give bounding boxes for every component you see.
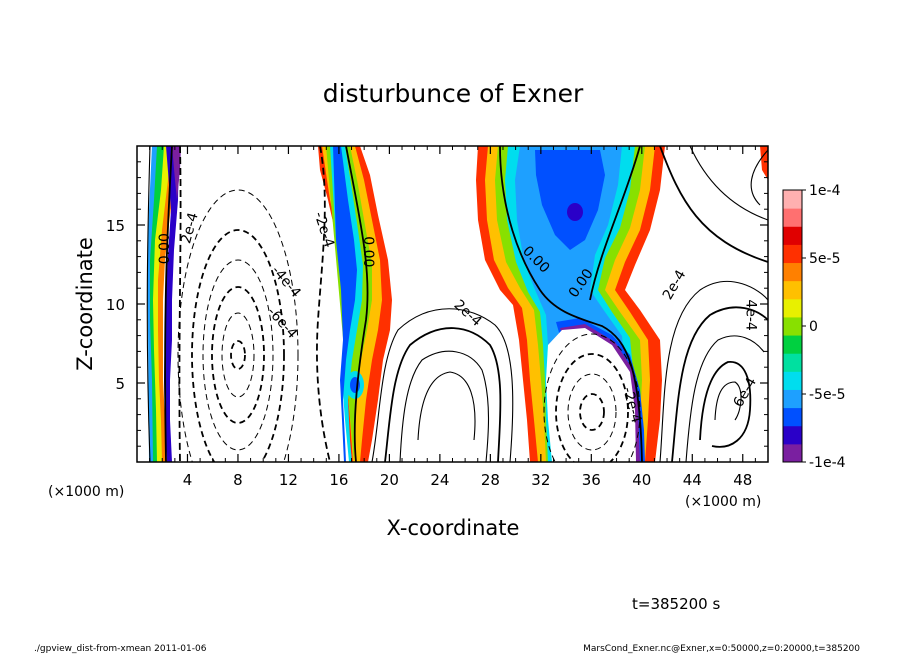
colorbar: 1e-4 5e-5 0 -5e-5 -1e-4 <box>782 183 846 471</box>
x-tick-label: 48 <box>733 471 752 489</box>
pos-right-ring-3 <box>685 335 765 462</box>
colorbar-label: 0 <box>809 319 818 335</box>
x-tick-label: 24 <box>430 471 449 489</box>
colorbar-segment <box>783 407 802 427</box>
vortex-2-ring-2 <box>555 353 629 462</box>
plume-3-inner-eddy <box>546 328 636 462</box>
y-tick-label: 15 <box>106 217 125 235</box>
plume-3-deep-core <box>567 203 583 221</box>
colorbar-label: -1e-4 <box>809 455 846 471</box>
pos-mid-ring-1 <box>371 308 514 462</box>
colorbar-segment <box>783 316 802 336</box>
x-tick-label: 36 <box>582 471 601 489</box>
vortex-1-ring-2 <box>191 229 285 462</box>
pos-right-upper-1 <box>659 146 768 263</box>
pos-right-ring-2 <box>671 306 768 462</box>
vortex-1-ring-6 <box>230 340 246 370</box>
contour-zero-1 <box>164 146 173 462</box>
y-tick-label: 5 <box>115 375 125 393</box>
colorbar-segment <box>783 389 802 409</box>
colorbar-segment <box>783 244 802 264</box>
x-tick-label: 4 <box>183 471 193 489</box>
plume-1-purple-tip <box>172 146 181 200</box>
contour-right-corner <box>750 149 768 206</box>
positive-region-right <box>659 146 768 462</box>
pos-mid-ring-4 <box>417 371 476 441</box>
pos-mid-ring-3 <box>399 350 490 462</box>
colorbar-segment <box>783 262 802 282</box>
pos-right-upper-2 <box>689 146 768 221</box>
contour-lines <box>146 146 768 462</box>
contour-label: 4e-4 <box>742 299 758 331</box>
x-tick-label: 32 <box>531 471 550 489</box>
vortex-1-ring-1 <box>177 189 299 462</box>
positive-region-mid <box>371 308 514 462</box>
pos-right-ring-4 <box>699 361 752 448</box>
vortex-2-ring-1 <box>543 333 641 462</box>
vortex-2-ring-3 <box>567 373 617 451</box>
colorbar-segment <box>783 335 802 354</box>
x-axis: 4 8 12 16 20 24 28 32 36 40 44 48 <box>149 146 756 489</box>
colorbar-segment <box>783 190 802 209</box>
x-tick-label: 12 <box>279 471 298 489</box>
contour-zero-3 <box>499 146 643 462</box>
y-axis-label: Z-coordinate <box>73 237 97 371</box>
x-unit-right: (×1000 m) <box>685 494 761 510</box>
colorbar-label: 1e-4 <box>809 183 841 199</box>
colorbar-segment <box>783 226 802 245</box>
plot-background <box>137 146 768 462</box>
colorbar-segment <box>783 425 802 445</box>
y-axis: 5 10 15 <box>106 161 768 447</box>
vortex-1-ring-4 <box>211 286 265 424</box>
contour-label: 2e-4 <box>178 211 202 246</box>
colorbar-label: -5e-5 <box>809 387 846 403</box>
colorbar-segment <box>783 280 802 300</box>
x-axis-label: X-coordinate <box>387 516 520 540</box>
colorbar-segment <box>783 371 802 390</box>
footer-right: MarsCond_Exner.nc@Exner,x=0:50000,z=0:20… <box>583 644 860 654</box>
x-tick-label: 44 <box>683 471 702 489</box>
contour-neg-left <box>178 146 182 462</box>
pos-right-ring-1 <box>659 280 768 462</box>
colorbar-segment <box>783 353 802 372</box>
vortex-2-ring-4 <box>579 393 605 431</box>
x-tick-label: 8 <box>233 471 243 489</box>
vortex-1-ring-3 <box>202 259 274 451</box>
x-tick-label: 28 <box>481 471 500 489</box>
colorbar-segment <box>783 298 802 318</box>
time-label: t=385200 s <box>632 595 720 613</box>
vortex-2-contours <box>543 333 641 462</box>
plume-2-blue <box>333 146 357 462</box>
contour-neg-mid <box>316 146 331 462</box>
plume-1-blue-edge <box>164 146 179 462</box>
x-tick-label: 16 <box>329 471 348 489</box>
x-unit-left: (×1000 m) <box>48 484 124 500</box>
colorbar-label: 5e-5 <box>809 251 840 267</box>
plume-3-blue-core <box>535 150 605 250</box>
y-tick-label: 10 <box>106 296 125 314</box>
x-tick-label: 40 <box>632 471 651 489</box>
pos-right-ring-5 <box>714 381 742 421</box>
right-edge-red <box>760 146 768 180</box>
contour-zero-4 <box>589 146 641 301</box>
chart-title: disturbunce of Exner <box>323 79 584 108</box>
contour-pos-left <box>146 146 151 462</box>
footer-left: ./gpview_dist-from-xmean 2011-01-06 <box>34 644 207 654</box>
vortex-1-ring-5 <box>221 312 255 398</box>
colorbar-segment <box>783 208 802 227</box>
x-tick-label: 20 <box>380 471 399 489</box>
contour-label: 0.00 <box>360 236 376 267</box>
contour-label: 0.00 <box>157 233 173 264</box>
vortex-1-contours <box>177 189 299 462</box>
contour-zero-2 <box>345 146 369 462</box>
pos-mid-ring-2 <box>384 327 502 462</box>
colorbar-segment <box>783 443 802 463</box>
